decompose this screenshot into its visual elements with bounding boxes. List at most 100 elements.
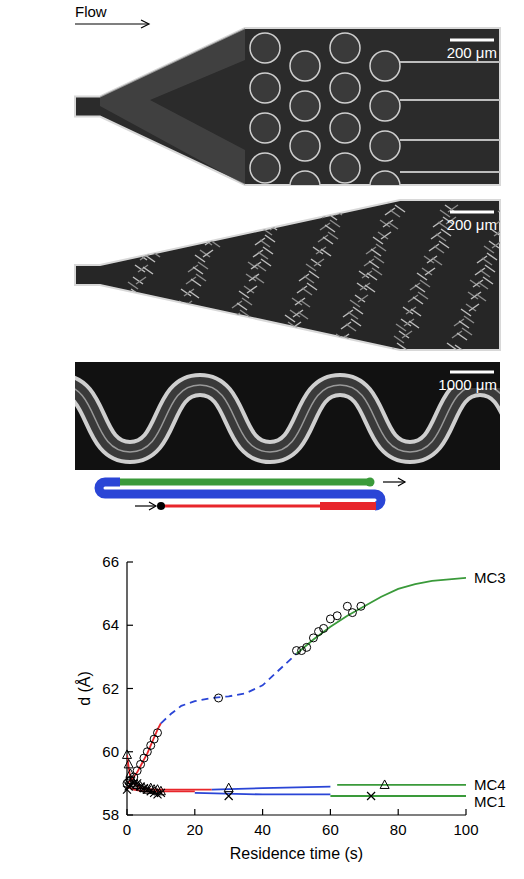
texture xyxy=(184,289,194,296)
texture xyxy=(485,265,495,272)
texture xyxy=(151,219,161,226)
texture xyxy=(114,316,124,323)
texture xyxy=(478,282,488,289)
texture xyxy=(143,267,153,274)
post xyxy=(250,113,280,143)
x-tick xyxy=(126,809,127,815)
texture xyxy=(179,301,189,308)
scale-bar-label: 200 μm xyxy=(447,216,497,233)
texture xyxy=(158,202,168,209)
flow-label: Flow xyxy=(75,3,107,20)
micrograph-2 xyxy=(75,200,500,350)
y-tick xyxy=(127,625,133,626)
texture xyxy=(242,298,252,305)
texture xyxy=(237,303,247,310)
texture xyxy=(328,232,338,239)
texture xyxy=(409,321,419,328)
figure: Flow200 μm200 μm1000 μm02040608010058606… xyxy=(0,0,524,879)
texture xyxy=(392,348,402,355)
texture xyxy=(152,238,162,245)
post xyxy=(290,131,320,161)
texture xyxy=(212,228,222,235)
texture xyxy=(110,340,120,347)
texture xyxy=(211,202,221,209)
texture xyxy=(473,280,483,287)
texture xyxy=(147,243,157,250)
texture xyxy=(277,213,287,220)
texture xyxy=(207,226,217,233)
texture xyxy=(260,240,270,247)
texture xyxy=(136,277,146,284)
texture xyxy=(279,201,289,208)
texture xyxy=(254,276,264,283)
texture xyxy=(358,295,368,302)
texture xyxy=(469,304,479,311)
texture xyxy=(339,334,349,341)
schematic-green xyxy=(120,479,370,486)
texture xyxy=(177,313,187,320)
x-tick-label: 60 xyxy=(322,821,339,838)
texture xyxy=(498,205,508,212)
y-tick xyxy=(127,688,133,689)
y-tick-label: 62 xyxy=(102,680,119,697)
point-x xyxy=(367,792,375,800)
scale-bar xyxy=(450,371,494,374)
texture xyxy=(216,204,226,211)
series-label: MC3 xyxy=(474,569,506,586)
texture xyxy=(218,342,228,349)
schematic-green-end xyxy=(366,478,375,487)
point-triangle xyxy=(380,780,389,789)
texture xyxy=(223,337,233,344)
texture xyxy=(122,318,132,325)
texture xyxy=(174,306,184,313)
texture xyxy=(232,301,242,308)
x-tick xyxy=(465,809,466,815)
texture xyxy=(321,249,331,256)
texture xyxy=(298,312,308,319)
texture xyxy=(170,330,180,337)
texture xyxy=(381,232,391,239)
texture xyxy=(307,283,317,290)
texture xyxy=(348,312,358,319)
x-tick xyxy=(330,809,331,815)
texture xyxy=(226,337,236,344)
fit-line xyxy=(212,787,331,790)
point-triangle xyxy=(124,759,133,768)
x-axis xyxy=(127,814,466,815)
schematic-inlet xyxy=(157,502,165,510)
texture xyxy=(196,274,206,281)
texture xyxy=(323,237,333,244)
schematic-blue xyxy=(99,482,381,506)
texture xyxy=(337,196,347,203)
tube-streak xyxy=(75,385,500,452)
texture xyxy=(156,214,166,221)
texture xyxy=(439,241,449,248)
texture xyxy=(219,211,229,218)
point-x xyxy=(225,792,233,800)
texture xyxy=(390,210,400,217)
texture xyxy=(224,199,234,206)
texture xyxy=(447,343,457,350)
scale-bar-label: 200 μm xyxy=(447,44,497,61)
texture xyxy=(182,301,192,308)
fit-line xyxy=(330,795,466,797)
x-tick xyxy=(398,809,399,815)
texture xyxy=(198,262,208,269)
texture xyxy=(353,307,363,314)
y-tick-label: 64 xyxy=(102,616,119,633)
texture xyxy=(205,238,215,245)
post xyxy=(290,171,320,201)
texture xyxy=(281,339,291,346)
fit-line xyxy=(195,793,331,795)
texture xyxy=(316,247,326,254)
texture xyxy=(487,253,497,260)
texture xyxy=(402,331,412,338)
post xyxy=(250,73,280,103)
texture xyxy=(397,343,407,350)
texture xyxy=(364,259,374,266)
texture xyxy=(173,337,183,344)
post xyxy=(250,33,280,63)
texture xyxy=(459,321,469,328)
texture xyxy=(284,346,294,353)
texture xyxy=(191,279,201,286)
